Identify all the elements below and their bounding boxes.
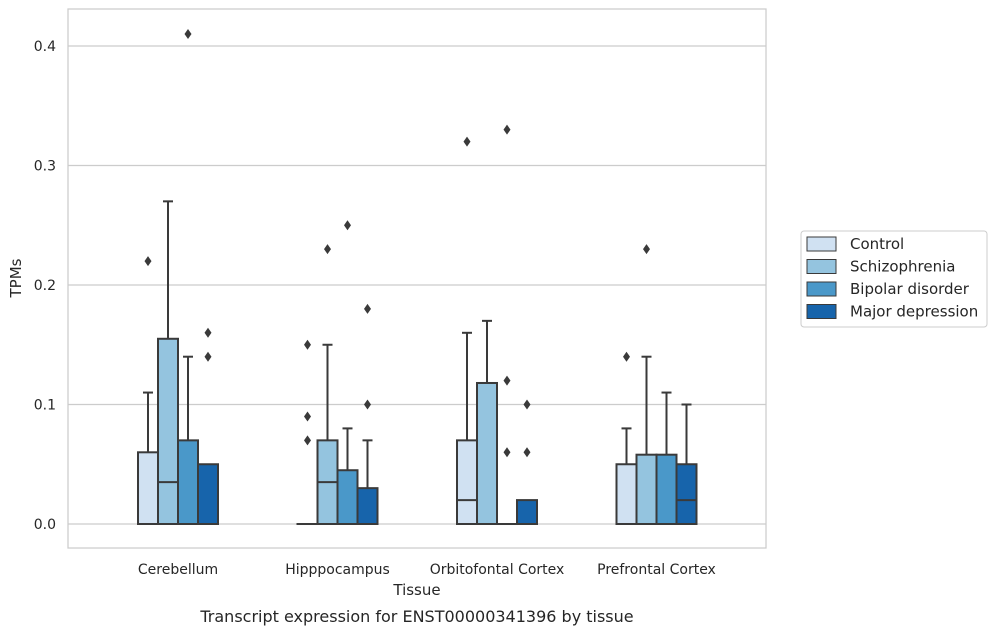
outlier-point <box>304 411 311 422</box>
box-major-depression <box>675 403 698 525</box>
outlier-point <box>204 327 212 338</box>
legend-label: Major depression <box>850 303 978 321</box>
outlier-point <box>324 244 331 255</box>
legend-label: Control <box>850 235 904 253</box>
box-bipolar-disorder <box>496 124 518 526</box>
box-major-depression <box>356 303 379 525</box>
legend-swatch <box>806 281 837 297</box>
y-tick-label: 0.1 <box>34 398 56 414</box>
plot-frame <box>67 8 767 549</box>
legend-label: Bipolar disorder <box>850 280 970 298</box>
box-body <box>336 469 359 526</box>
outlier-point <box>204 351 212 362</box>
box-body <box>157 337 179 525</box>
x-tick-label: Orbitofontal Cortex <box>430 562 565 578</box>
box-body <box>476 381 498 525</box>
box-body <box>137 451 159 525</box>
legend-label: Schizophrenia <box>850 258 955 276</box>
outlier-point <box>304 435 311 446</box>
x-tick-label: Hipppocampus <box>285 562 390 578</box>
box-control <box>137 256 159 525</box>
chart-caption: Transcript expression for ENST0000034139… <box>199 607 633 626</box>
legend-frame <box>800 230 988 328</box>
box-bipolar-disorder <box>336 220 359 526</box>
x-tick-labels: Cerebellum Hipppocampus Orbitofontal Corte… <box>138 562 716 578</box>
outlier-point <box>364 399 371 410</box>
legend: Control Schizophrenia Bipolar disorder Majo… <box>800 230 988 328</box>
box-schizophrenia <box>635 244 658 525</box>
box-bipolar-disorder <box>655 391 678 525</box>
box-control <box>456 136 478 526</box>
x-tick-label: Cerebellum <box>138 562 218 578</box>
box-major-depression <box>516 399 538 526</box>
outlier-point <box>503 447 511 458</box>
box-body <box>456 439 478 526</box>
outlier-point <box>523 399 531 410</box>
x-tick-label: Prefrontal Cortex <box>597 562 716 578</box>
legend-swatch <box>806 236 837 252</box>
box-body <box>356 487 379 525</box>
box-control <box>296 339 319 526</box>
outlier-point <box>344 220 351 231</box>
box-schizophrenia <box>157 200 179 525</box>
box-body <box>635 453 658 525</box>
box-body <box>675 463 698 525</box>
outlier-point <box>364 303 371 314</box>
box-schizophrenia <box>476 319 498 525</box>
outlier-point <box>463 136 471 147</box>
box-body <box>615 463 638 525</box>
y-tick-labels: 0.0 0.1 0.2 0.3 0.4 <box>34 39 56 533</box>
y-tick-label: 0.2 <box>34 278 56 294</box>
legend-swatch <box>806 259 837 274</box>
box-body <box>516 499 538 526</box>
outlier-point <box>503 124 511 135</box>
outlier-point <box>144 256 152 267</box>
legend-swatch <box>806 304 837 319</box>
outlier-point <box>304 339 311 350</box>
y-tick-label: 0.3 <box>34 159 56 175</box>
outlier-point <box>184 29 192 40</box>
box-control <box>615 351 638 525</box>
y-axis-label: TPMs <box>7 258 25 298</box>
outlier-point <box>643 244 650 255</box>
box-body <box>177 439 199 526</box>
box-body <box>197 463 219 525</box>
box-bipolar-disorder <box>177 29 199 526</box>
y-tick-label: 0.0 <box>34 517 56 533</box>
outlier-point <box>623 351 630 362</box>
box-major-depression <box>197 327 219 525</box>
box-schizophrenia <box>316 244 339 526</box>
y-tick-label: 0.4 <box>34 39 56 55</box>
x-axis-label: Tissue <box>392 581 440 599</box>
outlier-point <box>523 447 531 458</box>
box-layer <box>137 29 698 526</box>
outlier-point <box>503 375 511 386</box>
box-body <box>655 453 678 525</box>
